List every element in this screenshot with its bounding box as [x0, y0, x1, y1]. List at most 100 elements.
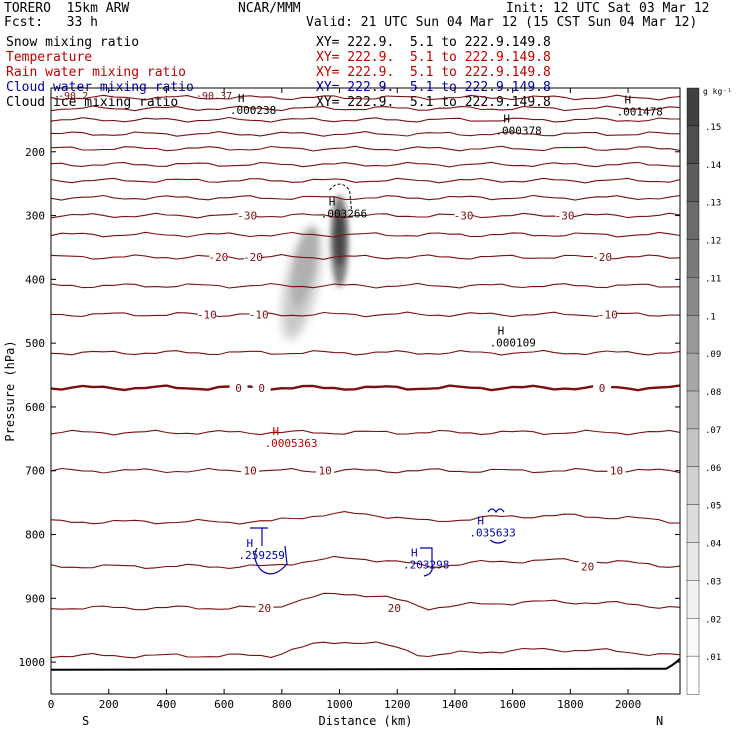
x-tick-label: 600 — [214, 698, 234, 711]
temperature-contour-line — [50, 231, 681, 238]
maximum-value-label: .203298 — [403, 558, 449, 571]
colorbar-swatch — [686, 125, 700, 165]
contour-label-bg — [255, 601, 274, 613]
endpoint-north: N — [656, 714, 663, 728]
contour-label-bg — [249, 308, 268, 320]
temperature-contour-label: -20 — [208, 251, 228, 264]
cloud-water-contours — [250, 508, 507, 577]
temperature-contour-label: -10 — [598, 308, 618, 321]
contour-label-bg — [241, 464, 260, 476]
temperature-contour-line — [50, 311, 681, 318]
temperature-contour-line — [50, 94, 681, 101]
contour-label-bg — [197, 308, 216, 320]
contour-label-bg — [209, 251, 228, 263]
maximum-marker: H — [625, 94, 632, 107]
maximum-marker: H — [498, 324, 505, 337]
maximum-value-label: .000238 — [230, 104, 276, 117]
top-temperature-label: -90.2 — [58, 91, 88, 102]
colorbar-tick-label: .08 — [705, 388, 721, 398]
x-tick-label: 0 — [48, 698, 55, 711]
colorbar-swatch — [686, 163, 700, 203]
plot-border — [50, 87, 681, 695]
terrain-line — [50, 658, 681, 671]
forecast-hour: Fcst: 33 h — [4, 15, 98, 30]
maximum-marker: H — [247, 537, 254, 550]
y-tick-label: 300 — [25, 210, 45, 223]
temperature-contour-label: 0 — [235, 382, 242, 395]
maximum-value-label: .000378 — [495, 125, 541, 138]
colorbar-swatch — [686, 352, 700, 392]
y-tick-label: 700 — [25, 465, 45, 478]
maximum-value-label: .003266 — [321, 208, 367, 221]
field-rain-xy: XY= 222.9. 5.1 to 222.9.149.8 — [316, 65, 551, 80]
temperature-contour-line — [50, 467, 681, 474]
x-axis-label: Distance (km) — [319, 714, 413, 728]
temperature-contour-line — [50, 254, 681, 260]
y-tick-label: 400 — [25, 273, 45, 286]
colorbar-swatch — [686, 428, 700, 468]
temperature-contour-line — [50, 349, 681, 356]
colorbar-tick-label: .05 — [705, 502, 721, 512]
maximum-value-label: .259259 — [239, 549, 285, 562]
y-tick-label: 600 — [25, 401, 45, 414]
temperature-contour-label: -10 — [197, 308, 217, 321]
temperature-contour-label: 0 — [599, 382, 606, 395]
temperature-contour-label: -30 — [555, 210, 575, 223]
maximum-marker: H — [329, 196, 336, 209]
colorbar-swatch — [686, 87, 700, 127]
contour-label-bg — [593, 251, 612, 263]
maximum-value-label: .0005363 — [265, 437, 318, 450]
contour-label-bg — [252, 381, 271, 393]
colorbar-swatch — [686, 618, 700, 657]
colorbar-swatch — [686, 504, 700, 544]
colorbar-tick-label: .04 — [705, 540, 721, 550]
temperature-contour-line — [50, 555, 681, 569]
x-tick-label: 1200 — [384, 698, 411, 711]
temperature-contour-line — [50, 384, 681, 392]
temperature-contour-label: 20 — [581, 560, 594, 573]
contour-label-bg — [385, 601, 404, 613]
contour-labels: H.000238H.000378H.001478H.003266H.000109… — [58, 91, 663, 571]
field-temperature-xy: XY= 222.9. 5.1 to 222.9.149.8 — [316, 50, 551, 65]
temperature-contour-line — [50, 161, 681, 168]
colorbar-unit: g kg⁻¹ — [703, 87, 732, 96]
colorbar-tick-label: .01 — [705, 653, 721, 663]
colorbar-tick-label: .12 — [705, 237, 721, 247]
colorbar: .15 .14 .13 .12 .11 .1 .09 .08 .07 .06 .05 .04 .03 .0… — [686, 87, 732, 695]
colorbar-tick-label: .13 — [705, 199, 721, 209]
init-time: Init: 12 UTC Sat 03 Mar 12 — [506, 1, 710, 16]
contour-label-bg — [593, 381, 612, 393]
temperature-contour-line — [50, 177, 681, 184]
maximum-marker: H — [477, 515, 484, 528]
header-area: TORERO 15km ARW NCAR/MMM Init: 12 UTC Sa… — [0, 0, 740, 115]
colorbar-swatch — [686, 277, 700, 316]
cloud-water-contour — [250, 527, 288, 575]
field-snow: Snow mixing ratio — [6, 35, 140, 50]
top-temperature-label: -90.37 — [196, 91, 232, 102]
x-tick-label: 200 — [99, 698, 119, 711]
colorbar-tick-label: .1 — [705, 312, 716, 322]
x-tick-label: 1800 — [557, 698, 584, 711]
colorbar-swatch — [686, 239, 700, 279]
temperature-contour-line — [50, 131, 681, 137]
temperature-contour-line — [50, 429, 681, 436]
temperature-contour-label: 10 — [610, 465, 623, 478]
temperature-contour-label: 20 — [258, 602, 271, 615]
colorbar-swatch — [686, 201, 700, 241]
colorbar-tick-label: .02 — [705, 615, 721, 625]
contour-label-bg — [238, 209, 257, 221]
maximum-value-label: .035633 — [469, 527, 515, 540]
maximum-marker: H — [238, 92, 245, 105]
temperature-contour-line — [50, 194, 681, 201]
temperature-contour-line — [50, 592, 681, 611]
colorbar-swatch — [686, 315, 700, 354]
axes: 0 200 400 600 800 1000 1200 1400 1600 1800 2000200… — [3, 88, 680, 728]
contour-label-bg — [555, 209, 574, 221]
y-tick-label: 500 — [25, 337, 45, 350]
field-snow-xy: XY= 222.9. 5.1 to 222.9.149.8 — [316, 35, 551, 50]
y-axis-label: Pressure (hPa) — [3, 340, 17, 441]
temperature-contour-line — [50, 145, 681, 152]
endpoint-south: S — [82, 714, 89, 728]
colorbar-swatch — [686, 542, 700, 582]
temperature-contour-label: -30 — [454, 210, 474, 223]
